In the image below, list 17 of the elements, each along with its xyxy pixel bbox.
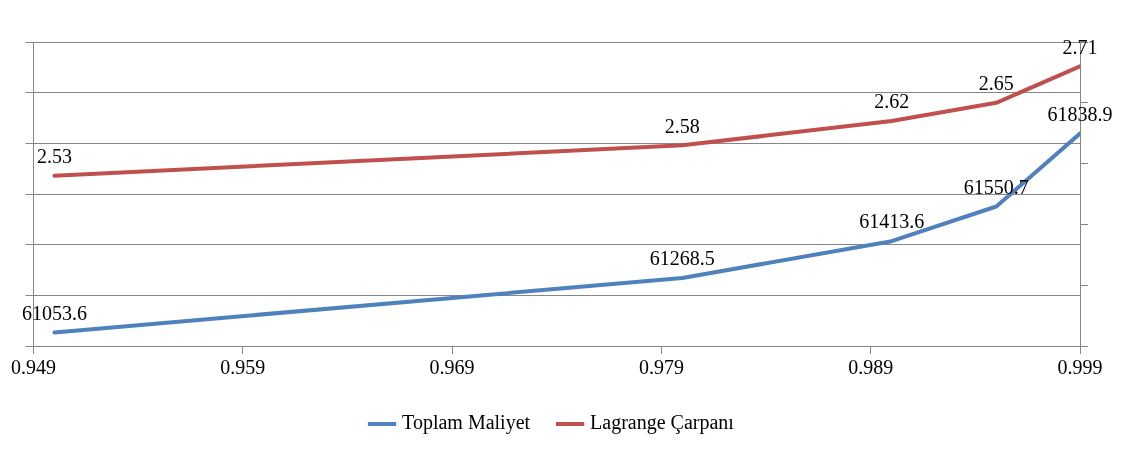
- x-tick-label: 0.979: [638, 356, 684, 379]
- data-label: 2.65: [978, 72, 1014, 95]
- data-label: 2.71: [1062, 35, 1098, 58]
- data-label: 2.53: [36, 145, 72, 168]
- data-label: 61413.6: [859, 210, 925, 233]
- x-tick-label: 0.999: [1057, 356, 1103, 379]
- data-label: 2.58: [664, 114, 700, 137]
- data-label: 61053.6: [21, 301, 87, 324]
- data-label: 61268.5: [649, 247, 715, 270]
- x-tick-label: 0.989: [848, 356, 894, 379]
- data-label: 61838.9: [1047, 102, 1113, 125]
- legend-label: Lagrange Çarpanı: [590, 411, 735, 435]
- data-label: 2.62: [874, 90, 910, 113]
- legend-label: Toplam Maliyet: [402, 411, 531, 435]
- x-tick-label: 0.949: [11, 356, 56, 379]
- x-tick-label: 0.959: [220, 356, 266, 379]
- x-tick-label: 0.969: [429, 356, 475, 379]
